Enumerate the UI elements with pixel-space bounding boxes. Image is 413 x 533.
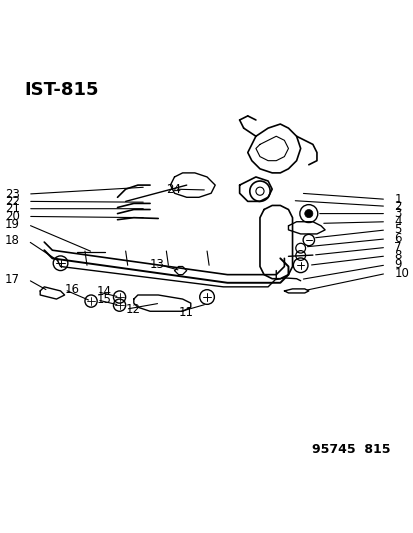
Text: 20: 20 bbox=[5, 210, 20, 223]
Text: 1: 1 bbox=[393, 193, 401, 206]
Circle shape bbox=[304, 209, 312, 217]
Text: IST-815: IST-815 bbox=[24, 82, 98, 99]
Text: 22: 22 bbox=[5, 195, 20, 208]
Text: 9: 9 bbox=[393, 259, 401, 271]
Text: 5: 5 bbox=[393, 223, 401, 236]
Text: 13: 13 bbox=[150, 258, 164, 271]
Text: 18: 18 bbox=[5, 235, 20, 247]
Text: 23: 23 bbox=[5, 188, 20, 200]
Text: 12: 12 bbox=[126, 303, 140, 316]
Text: 10: 10 bbox=[393, 267, 408, 280]
Text: 4: 4 bbox=[393, 215, 401, 228]
Text: 21: 21 bbox=[5, 202, 20, 215]
Text: 2: 2 bbox=[393, 200, 401, 213]
Text: 19: 19 bbox=[5, 218, 20, 231]
Text: 11: 11 bbox=[178, 305, 193, 319]
Text: 24: 24 bbox=[166, 183, 181, 196]
Text: 7: 7 bbox=[393, 241, 401, 254]
Text: 6: 6 bbox=[393, 232, 401, 245]
Text: 3: 3 bbox=[393, 207, 401, 220]
Text: 95745  815: 95745 815 bbox=[311, 443, 389, 456]
Text: 8: 8 bbox=[393, 249, 401, 262]
Text: 14: 14 bbox=[97, 285, 112, 298]
Text: 16: 16 bbox=[64, 283, 79, 296]
Text: 15: 15 bbox=[97, 293, 112, 306]
Text: 17: 17 bbox=[5, 273, 20, 286]
